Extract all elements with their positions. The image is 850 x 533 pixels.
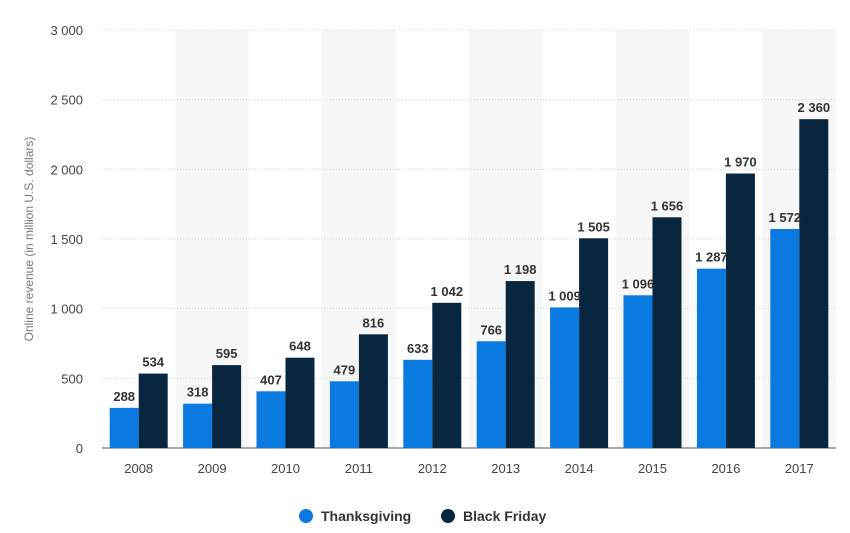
data-label-thanksgiving-2008: 288 — [113, 389, 135, 404]
x-tick-label: 2016 — [711, 461, 740, 476]
bar-black-friday-2016 — [725, 173, 755, 448]
y-tick-label: 500 — [61, 371, 83, 386]
bar-thanksgiving-2011 — [329, 381, 359, 448]
legend-marker — [441, 509, 455, 523]
bar-thanksgiving-2008 — [109, 407, 139, 448]
bar-thanksgiving-2014 — [550, 307, 580, 448]
x-tick-label: 2013 — [491, 461, 520, 476]
data-label-black-friday-2016: 1 970 — [724, 155, 757, 170]
y-axis-ticks: 0 500 1 000 1 500 2 000 2 500 3 000 — [50, 23, 83, 456]
bar-black-friday-2009 — [212, 365, 242, 448]
data-label-thanksgiving-2016: 1 287 — [695, 250, 728, 265]
bar-thanksgiving-2017 — [770, 228, 800, 448]
data-label-thanksgiving-2009: 318 — [187, 385, 209, 400]
data-label-thanksgiving-2012: 633 — [407, 341, 429, 356]
bar-black-friday-2014 — [579, 238, 609, 448]
data-label-thanksgiving-2010: 407 — [260, 372, 282, 387]
legend: Thanksgiving Black Friday — [299, 508, 546, 524]
bar-black-friday-2012 — [432, 302, 462, 448]
bar-black-friday-2011 — [358, 334, 388, 448]
data-label-black-friday-2017: 2 360 — [798, 100, 831, 115]
x-tick-label: 2015 — [638, 461, 667, 476]
data-label-thanksgiving-2017: 1 572 — [769, 210, 802, 225]
bar-black-friday-2013 — [505, 281, 535, 448]
data-label-black-friday-2015: 1 656 — [651, 198, 684, 213]
bar-black-friday-2010 — [285, 357, 315, 448]
data-label-thanksgiving-2014: 1 009 — [548, 288, 581, 303]
data-label-black-friday-2009: 595 — [216, 346, 238, 361]
x-tick-label: 2010 — [271, 461, 300, 476]
legend-item-black-friday[interactable]: Black Friday — [441, 508, 546, 524]
data-label-thanksgiving-2013: 766 — [480, 322, 502, 337]
y-tick-label: 2 500 — [50, 93, 83, 108]
bar-thanksgiving-2012 — [403, 359, 433, 448]
legend-item-thanksgiving[interactable]: Thanksgiving — [299, 508, 411, 524]
y-tick-label: 3 000 — [50, 23, 83, 38]
x-tick-label: 2017 — [785, 461, 814, 476]
bar-black-friday-2008 — [138, 373, 168, 448]
data-label-black-friday-2008: 534 — [142, 355, 164, 370]
bar-black-friday-2015 — [652, 217, 682, 448]
data-label-black-friday-2014: 1 505 — [577, 219, 610, 234]
y-tick-label: 2 000 — [50, 162, 83, 177]
bar-thanksgiving-2013 — [476, 341, 506, 448]
bar-thanksgiving-2009 — [183, 403, 213, 448]
bars — [109, 119, 829, 448]
x-tick-label: 2011 — [345, 461, 373, 476]
legend-label: Thanksgiving — [321, 508, 411, 524]
x-axis-ticks: 2008 2009 2010 2011 2012 2013 2014 2015 2016 2017 — [124, 461, 814, 476]
y-tick-label: 1 000 — [50, 302, 83, 317]
data-label-black-friday-2012: 1 042 — [431, 284, 464, 299]
bar-thanksgiving-2015 — [623, 295, 653, 448]
x-tick-label: 2008 — [124, 461, 153, 476]
data-label-black-friday-2013: 1 198 — [504, 262, 537, 277]
x-tick-label: 2009 — [198, 461, 227, 476]
legend-marker — [299, 509, 313, 523]
data-labels: 288 534 318 595 407 648 479 816 633 1 042 766 1 198… — [113, 100, 830, 404]
x-tick-label: 2012 — [418, 461, 447, 476]
data-label-black-friday-2011: 816 — [363, 315, 385, 330]
legend-label: Black Friday — [463, 508, 546, 524]
y-tick-label: 0 — [76, 441, 83, 456]
data-label-thanksgiving-2011: 479 — [334, 362, 356, 377]
x-tick-label: 2014 — [565, 461, 594, 476]
bar-thanksgiving-2010 — [256, 391, 286, 448]
y-axis-title: Online revenue (in million U.S. dollars) — [22, 137, 36, 342]
data-label-thanksgiving-2015: 1 096 — [622, 276, 655, 291]
y-tick-label: 1 500 — [50, 232, 83, 247]
bar-black-friday-2017 — [799, 119, 829, 448]
bar-thanksgiving-2016 — [696, 268, 726, 448]
data-label-black-friday-2010: 648 — [289, 339, 311, 354]
